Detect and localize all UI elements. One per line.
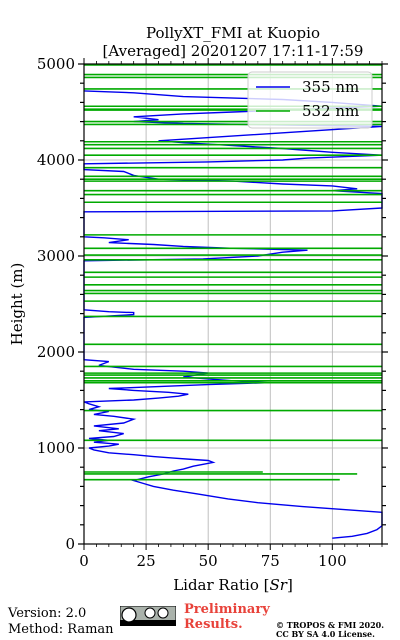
legend-box: [247, 71, 373, 129]
legend-label-532: 532 nm: [302, 102, 359, 120]
y-tick-label: 1000: [37, 439, 75, 457]
y-tick-label: 5000: [37, 55, 75, 73]
chart-title-line2: [Averaged] 20201207 17:11-17:59: [103, 42, 364, 60]
version-label: Version: 2.0: [8, 606, 87, 621]
y-tick-label: 4000: [37, 151, 75, 169]
x-tick-label: 75: [261, 552, 280, 570]
series-layer: [83, 64, 383, 539]
y-axis-label: Height (m): [8, 263, 26, 346]
y-tick-label: 3000: [37, 247, 75, 265]
x-tick-label: 50: [199, 552, 218, 570]
method-label: Method: Raman: [8, 622, 114, 637]
chart-title-line1: PollyXT_FMI at Kuopio: [146, 24, 320, 42]
copyright-line2: CC BY SA 4.0 License.: [276, 629, 375, 639]
preliminary-label: Preliminary: [184, 602, 270, 617]
y-tick-label: 2000: [37, 343, 75, 361]
x-tick-label: 0: [79, 552, 89, 570]
x-tick-label: 100: [318, 552, 347, 570]
copyright-line1: © TROPOS & FMI 2020.: [276, 620, 385, 630]
legend: 355 nm 532 nm: [247, 71, 373, 129]
x-tick-label: 25: [137, 552, 156, 570]
legend-label-355: 355 nm: [302, 78, 359, 96]
cc-by-sa-logo: [120, 606, 176, 626]
y-tick-label: 0: [65, 535, 75, 553]
results-label: Results.: [184, 617, 243, 632]
x-axis-label: Lidar Ratio [Sr]: [173, 576, 293, 594]
series-355nm-line: [83, 90, 383, 539]
